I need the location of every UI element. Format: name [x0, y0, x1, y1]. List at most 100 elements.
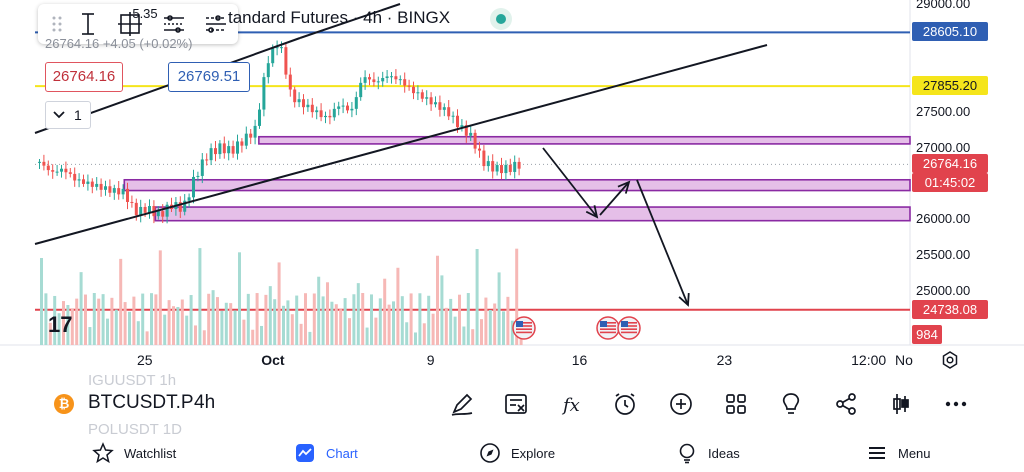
candle-body [385, 76, 389, 79]
volume-bar [242, 319, 246, 345]
alert-icon[interactable] [611, 390, 639, 418]
candle-body [187, 197, 191, 201]
volume-bar [150, 293, 153, 345]
layouts-icon[interactable] [722, 390, 750, 418]
volume-bar [132, 296, 136, 345]
price-axis-label: 27000.00 [916, 139, 971, 155]
bar-countdown: 01:45:02 [912, 173, 988, 193]
volume-bar [392, 301, 395, 345]
candle-body [64, 168, 68, 173]
candle-body [253, 125, 257, 138]
us-event-flag-icon [617, 316, 641, 340]
candle-body [513, 161, 517, 172]
volume-bar [238, 252, 241, 345]
candle-body [139, 206, 143, 216]
candle-body [262, 77, 266, 110]
volume-bar [66, 305, 70, 345]
volume-bar [510, 320, 514, 345]
volume-bar [312, 293, 316, 345]
volume-bar [427, 295, 431, 345]
properties-tool-icon[interactable] [160, 10, 188, 38]
volume-bar [356, 283, 360, 345]
volume-bar [106, 318, 109, 345]
sell-price-button[interactable]: 26764.16 [45, 62, 123, 92]
volume-bar [48, 322, 52, 345]
zone-rect-1 [123, 178, 911, 192]
share-icon[interactable] [832, 390, 860, 418]
volume-bar [172, 306, 175, 345]
ohlc-readout: 26764.16 +4.05 (+0.02%) [45, 36, 193, 51]
volume-bar [260, 325, 263, 345]
us-event-flag-icon [596, 316, 620, 340]
vertical-line-tool-icon[interactable] [74, 10, 102, 38]
indicators-collapse-button[interactable]: 1 [45, 101, 91, 129]
move-tool-icon[interactable] [116, 10, 144, 38]
volume-bar [453, 316, 457, 345]
volume-bar [334, 304, 338, 345]
candle-body [82, 179, 85, 184]
volume-bar [198, 248, 202, 345]
market-status-icon[interactable] [490, 8, 512, 30]
candle-body [416, 92, 420, 94]
candle-body [372, 79, 376, 83]
candle-body [359, 82, 363, 98]
more-icon[interactable] [942, 390, 970, 418]
candle-body [38, 161, 41, 163]
volume-bar [286, 300, 290, 345]
nav-explore[interactable]: Explore [479, 440, 555, 466]
volume-bar [207, 293, 211, 345]
buy-price-button[interactable]: 26769.51 [168, 62, 250, 92]
candle-body [148, 206, 151, 213]
volume-bar [458, 294, 461, 345]
volume-bar [180, 299, 184, 345]
price-axis-label: 25000.00 [916, 283, 971, 298]
pen-icon[interactable] [448, 390, 476, 418]
candle-body [420, 92, 424, 99]
volume-bar [185, 315, 189, 345]
volume-bar [405, 322, 409, 345]
candle-body [104, 186, 107, 190]
candle-body [73, 173, 77, 181]
candle-body [156, 211, 160, 217]
add-icon[interactable] [667, 390, 695, 418]
candle-body [68, 172, 72, 174]
candle-body [469, 132, 473, 136]
timeframe-selector[interactable]: 4h [194, 392, 216, 413]
volume-bar [400, 296, 404, 345]
volume-bar [136, 321, 140, 345]
nav-menu[interactable]: Menu [866, 440, 931, 466]
ideas-bulb-icon[interactable] [777, 390, 805, 418]
volume-bar [418, 293, 422, 345]
drawing-tools-panel [38, 4, 238, 44]
star-icon [92, 442, 114, 464]
volume-bar [40, 258, 43, 345]
candle-body [231, 146, 235, 154]
volume-bar [53, 295, 57, 345]
drag-handle-icon[interactable] [44, 10, 72, 38]
nav-watchlist[interactable]: Watchlist [92, 440, 176, 466]
volume-bar [128, 311, 131, 345]
candle-type-icon[interactable] [887, 390, 915, 418]
candle-body [214, 148, 217, 155]
nav-chart[interactable]: Chart [294, 440, 358, 466]
time-axis-label: 16 [571, 352, 588, 368]
candle-body [284, 47, 288, 75]
candle-body [293, 89, 297, 103]
candle-body [205, 159, 209, 161]
news-icon[interactable] [502, 390, 530, 418]
function-icon[interactable]: fx [556, 390, 584, 418]
price-axis-label: 27500.00 [916, 103, 971, 119]
candle-body [394, 76, 398, 80]
candle-body [209, 148, 213, 161]
volume-bar [176, 307, 180, 345]
volume-bar [290, 314, 294, 345]
volume-bar [471, 329, 475, 345]
candle-body [460, 125, 464, 128]
candle-body [350, 108, 354, 111]
symbol-name[interactable]: BTCUSDT.P [88, 392, 194, 413]
price-chart[interactable]: 17 [0, 0, 1024, 380]
axis-settings-icon[interactable] [940, 350, 960, 370]
volume-bar [348, 318, 351, 345]
settings-tool-icon[interactable] [202, 10, 230, 38]
nav-ideas[interactable]: Ideas [676, 440, 740, 466]
